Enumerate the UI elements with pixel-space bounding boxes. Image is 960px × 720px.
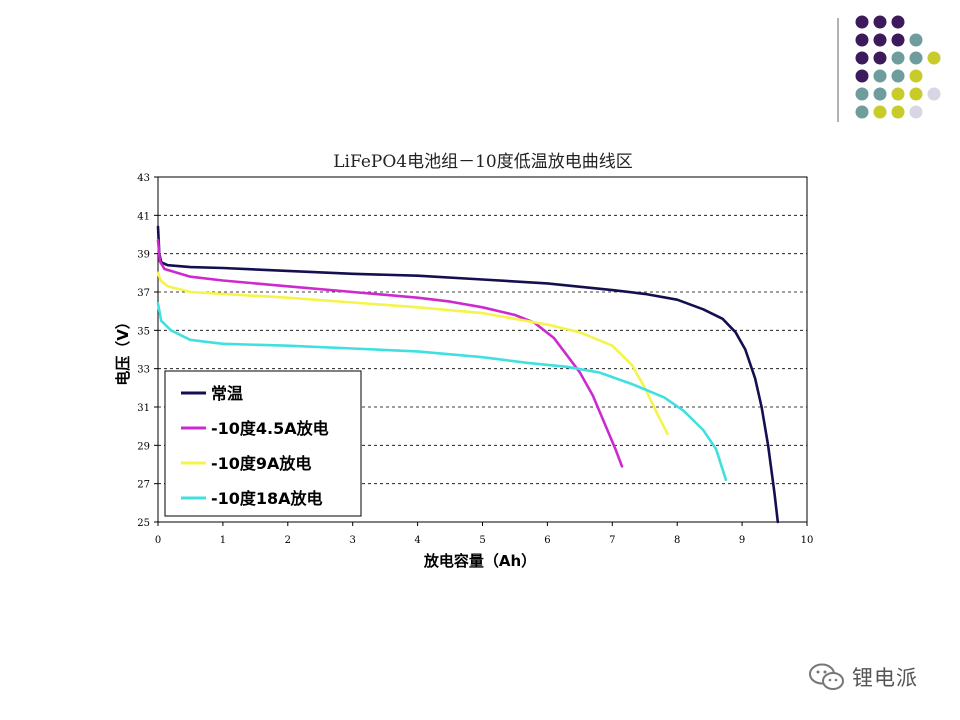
x-tick-label: 7: [609, 535, 615, 546]
y-tick-label: 43: [137, 173, 150, 184]
decorative-dot: [873, 51, 887, 65]
decorative-dot: [891, 33, 905, 47]
decorative-dot: [873, 69, 887, 83]
decorative-dot: [855, 33, 869, 47]
decorative-dot: [891, 51, 905, 65]
decorative-dot: [873, 105, 887, 119]
y-tick-label: 37: [137, 288, 150, 299]
y-axis-ticks: 25 27 29 31 33 35 37 39 41 43: [137, 173, 158, 529]
chart-title: LiFePO4电池组－10度低温放电曲线区: [333, 152, 632, 172]
decorative-dot: [909, 51, 923, 65]
x-tick-label: 3: [350, 535, 356, 546]
decorative-dot: [927, 87, 941, 101]
x-axis-label: 放电容量（Ah）: [423, 552, 536, 570]
y-tick-label: 41: [137, 211, 150, 222]
x-tick-label: 1: [220, 535, 226, 546]
y-tick-label: 27: [137, 480, 150, 491]
watermark: 锂电派: [808, 660, 918, 694]
legend-label-1: -10度4.5A放电: [211, 419, 329, 438]
decorative-dot: [909, 87, 923, 101]
decorative-dot: [855, 69, 869, 83]
series-line-1: [156, 238, 624, 468]
decorative-dot: [891, 15, 905, 29]
decorative-dot: [873, 33, 887, 47]
x-tick-label: 8: [674, 535, 680, 546]
legend: 常温 -10度4.5A放电 -10度9A放电 -10度18A放电: [164, 370, 362, 517]
x-tick-label: 0: [155, 535, 161, 546]
decorative-dot: [891, 69, 905, 83]
series-line-0: [156, 225, 780, 524]
decorative-dot: [873, 15, 887, 29]
decorative-dot: [873, 87, 887, 101]
legend-box: [164, 370, 362, 517]
decorative-dot: [855, 105, 869, 119]
decorative-dot: [909, 105, 923, 119]
decorative-dot: [855, 15, 869, 29]
decorative-dot: [909, 33, 923, 47]
legend-label-0: 常温: [211, 384, 243, 403]
x-tick-label: 5: [479, 535, 485, 546]
y-tick-label: 33: [137, 365, 150, 376]
legend-label-2: -10度9A放电: [211, 454, 311, 473]
y-axis-label: 电压（V）: [114, 314, 132, 386]
x-tick-label: 4: [414, 535, 420, 546]
series-lines: [156, 225, 780, 524]
x-axis-ticks: 0 1 2 3 4 5 6 7 8 9 10: [155, 522, 814, 546]
y-tick-label: 31: [137, 403, 150, 414]
decorative-dot: [891, 87, 905, 101]
wechat-icon: [809, 663, 844, 690]
series-line-3: [156, 302, 728, 482]
series-line-2: [156, 271, 669, 436]
x-tick-label: 6: [544, 535, 550, 546]
x-tick-label: 2: [285, 535, 291, 546]
x-tick-label: 10: [801, 535, 814, 546]
decorative-dot: [909, 69, 923, 83]
decorative-dot: [855, 51, 869, 65]
decorative-dot: [927, 51, 941, 65]
decorative-dot: [891, 105, 905, 119]
watermark-text: 锂电派: [852, 666, 918, 690]
y-tick-label: 35: [137, 326, 150, 337]
decorative-dot: [855, 87, 869, 101]
x-tick-label: 9: [739, 535, 745, 546]
legend-label-3: -10度18A放电: [211, 489, 323, 508]
y-tick-label: 29: [137, 441, 150, 452]
y-tick-label: 25: [137, 518, 150, 529]
y-tick-label: 39: [137, 250, 150, 261]
